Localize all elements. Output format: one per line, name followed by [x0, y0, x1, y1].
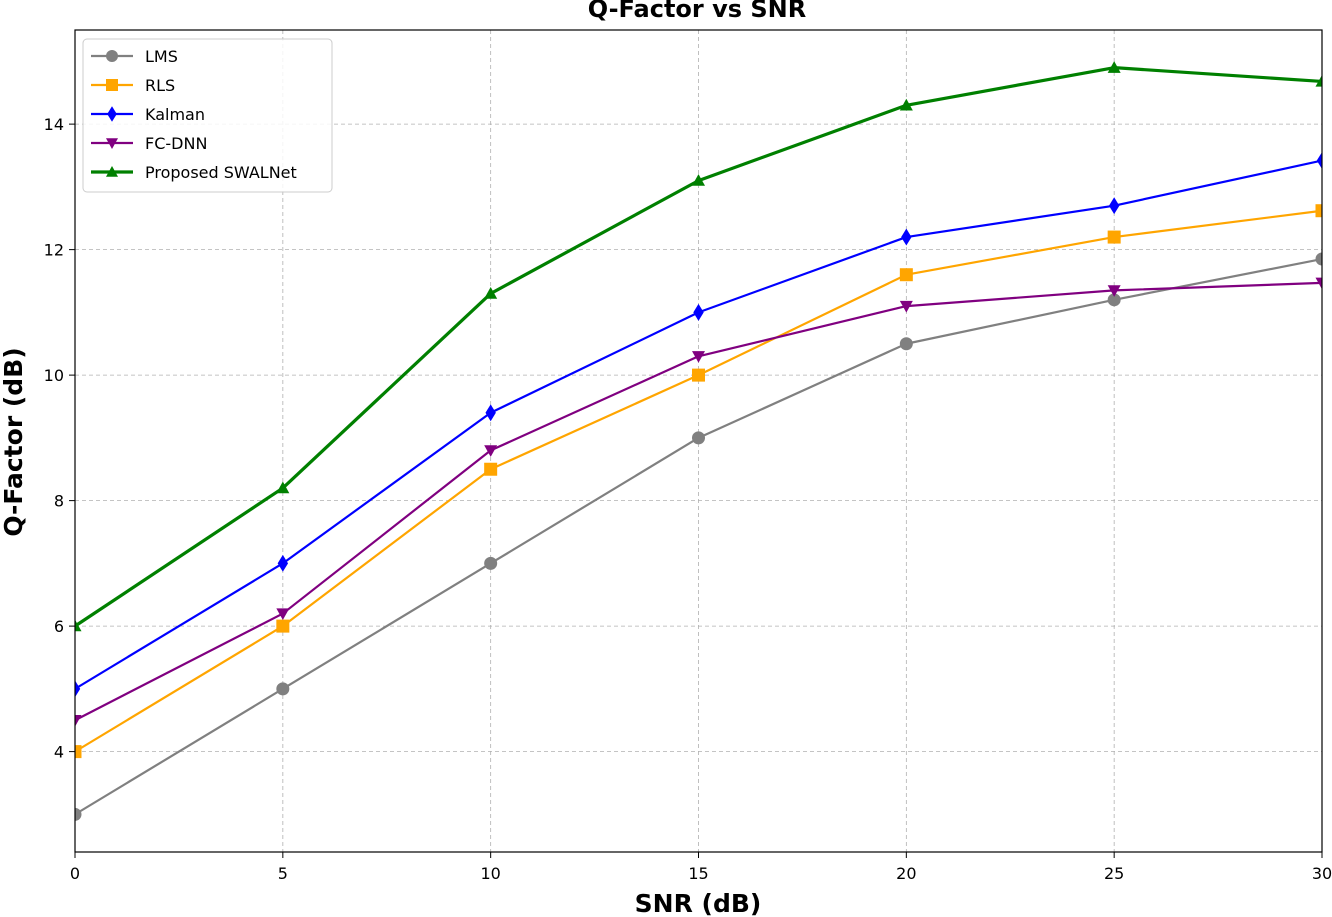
series-proposed-swalnet	[75, 61, 1322, 632]
data-point-rls	[1315, 204, 1322, 218]
data-point-rls	[692, 368, 705, 382]
data-point-fc-dnn	[1107, 285, 1121, 297]
data-point-kalman	[1316, 152, 1322, 169]
x-tick-label: 5	[278, 864, 288, 883]
legend-marker-lms	[106, 50, 118, 62]
x-tick-label: 30	[1312, 864, 1332, 883]
legend-label-proposed-swalnet: Proposed SWALNet	[145, 163, 297, 182]
data-point-lms	[1107, 293, 1121, 307]
legend-label-lms: LMS	[145, 47, 178, 66]
x-axis-label: SNR (dB)	[635, 889, 762, 917]
data-point-rls	[899, 268, 913, 282]
data-point-fc-dnn	[899, 300, 913, 313]
data-point-lms	[75, 807, 82, 821]
y-tick-label: 10	[44, 366, 64, 385]
data-point-proposed-swalnet	[1107, 61, 1121, 73]
data-point-lms	[692, 431, 705, 445]
y-axis-label: Q-Factor (dB)	[0, 347, 28, 536]
series-rls	[75, 204, 1322, 759]
data-point-kalman	[277, 554, 289, 572]
y-tick-label: 6	[54, 617, 64, 636]
data-point-proposed-swalnet	[484, 287, 498, 299]
data-point-lms	[899, 337, 913, 351]
data-point-fc-dnn	[692, 351, 705, 363]
axes: 0 5 10 15 20 25 30 4 6 8 10 12 14	[44, 29, 1332, 883]
legend-marker-fc-dnn	[106, 138, 118, 149]
y-tick-label: 4	[54, 743, 64, 762]
y-tick-label: 12	[44, 241, 64, 260]
y-tick-label: 14	[44, 115, 64, 134]
data-point-kalman	[1108, 197, 1120, 215]
legend-box	[82, 38, 333, 193]
x-tick-label: 25	[1104, 864, 1124, 883]
x-tick-label: 10	[480, 864, 500, 883]
data-point-lms	[1315, 252, 1322, 266]
data-point-rls	[276, 619, 290, 633]
data-point-proposed-swalnet	[692, 174, 705, 186]
data-point-kalman	[485, 404, 496, 422]
legend-label-kalman: Kalman	[145, 105, 205, 124]
data-point-proposed-swalnet	[276, 481, 290, 494]
data-point-kalman	[693, 303, 704, 321]
legend-label-rls: RLS	[145, 76, 175, 95]
data-point-fc-dnn	[484, 445, 498, 457]
data-point-fc-dnn	[1315, 277, 1322, 290]
data-point-fc-dnn	[276, 608, 290, 621]
data-point-kalman	[901, 228, 912, 246]
data-point-lms	[276, 682, 290, 696]
data-point-fc-dnn	[75, 715, 82, 727]
data-point-rls	[1107, 230, 1121, 244]
legend-marker-rls	[106, 79, 118, 91]
series-fc-dnn	[75, 277, 1322, 727]
data-point-proposed-swalnet	[1315, 74, 1322, 87]
y-tick-label: 8	[54, 492, 64, 511]
data-point-lms	[484, 556, 498, 570]
chart-title: Q-Factor vs SNR	[588, 0, 807, 23]
data-point-kalman	[75, 680, 81, 698]
x-tick-label: 15	[688, 864, 708, 883]
data-point-rls	[484, 462, 498, 476]
x-tick-label: 20	[896, 864, 916, 883]
series-kalman	[75, 152, 1322, 698]
data-point-proposed-swalnet	[75, 619, 82, 632]
legend-label-fc-dnn: FC-DNN	[145, 134, 207, 153]
legend-marker-kalman	[107, 106, 117, 122]
x-tick-label: 0	[70, 864, 80, 883]
legend-marker-proposed-swalnet	[106, 166, 118, 177]
series-layer	[75, 61, 1322, 821]
legend: LMS RLS Kalman FC-DNN Proposed SWALNet	[82, 38, 333, 193]
data-point-rls	[75, 745, 82, 759]
data-point-proposed-swalnet	[899, 98, 913, 111]
series-lms	[75, 252, 1322, 821]
